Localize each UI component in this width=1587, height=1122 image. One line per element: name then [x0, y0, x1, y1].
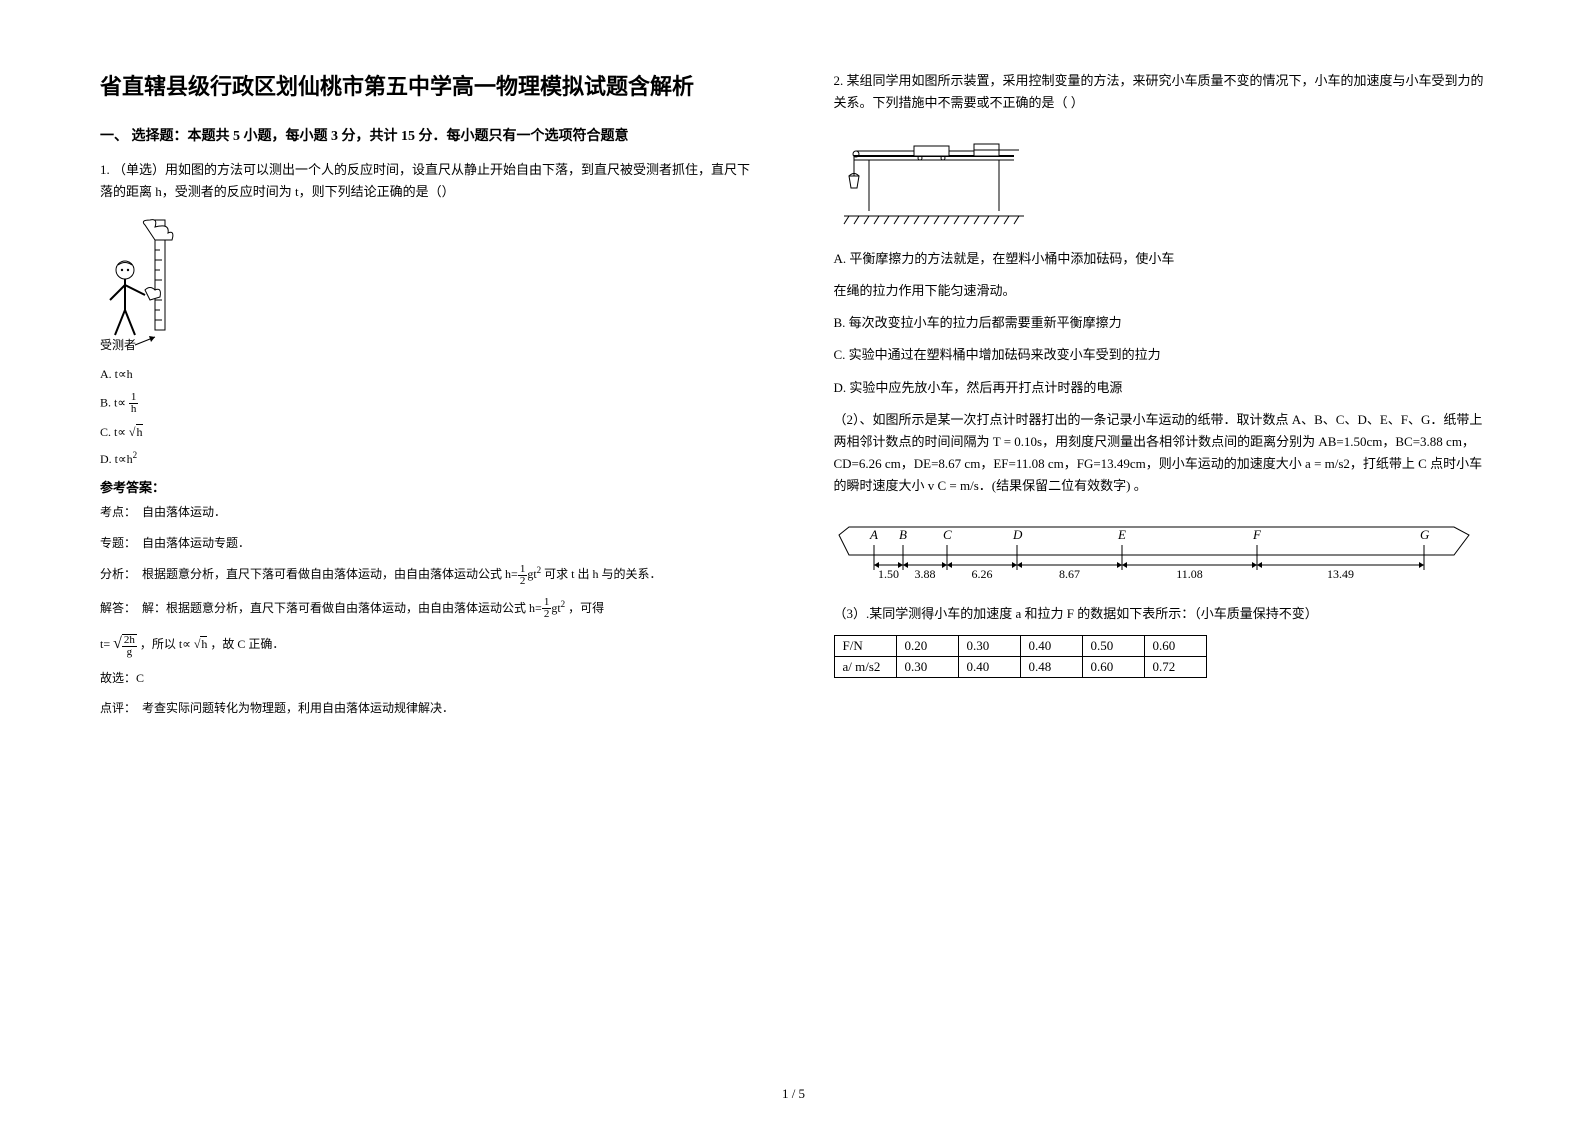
- svg-text:3.88: 3.88: [914, 567, 935, 581]
- data-table: F/N 0.20 0.30 0.40 0.50 0.60 a/ m/s2 0.3…: [834, 635, 1207, 678]
- svg-text:C: C: [943, 527, 952, 542]
- svg-text:13.49: 13.49: [1327, 567, 1354, 581]
- table-cell: 0.30: [958, 636, 1020, 657]
- table-cell: 0.60: [1144, 636, 1206, 657]
- q2-part2: （2）、如图所示是某一次打点计时器打出的一条记录小车运动的纸带．取计数点 A、B…: [834, 409, 1488, 497]
- ans-jieda: 解答： 解：根据题意分析，直尺下落可看做自由落体运动，由自由落体运动公式 h=1…: [100, 597, 754, 621]
- ans-zhuanti: 专题： 自由落体运动专题．: [100, 533, 754, 553]
- q2-apparatus: [834, 126, 1034, 236]
- q2-optD: D. 实验中应先放小车，然后再开打点计时器的电源: [834, 377, 1488, 399]
- tape-diagram: A B C D E F G 1.50 3.88 6.26 8.67 11.08 13.49: [834, 515, 1474, 585]
- svg-text:8.67: 8.67: [1059, 567, 1080, 581]
- svg-text:6.26: 6.26: [971, 567, 992, 581]
- svg-text:B: B: [899, 527, 907, 542]
- svg-text:A: A: [869, 527, 878, 542]
- ans-fenxi: 分析： 根据题意分析，直尺下落可看做自由落体运动，由自由落体运动公式 h=12g…: [100, 563, 754, 587]
- svg-text:G: G: [1420, 527, 1430, 542]
- q2-optA2: 在绳的拉力作用下能匀速滑动。: [834, 280, 1488, 302]
- table-cell: 0.60: [1082, 657, 1144, 678]
- table-cell: 0.48: [1020, 657, 1082, 678]
- table-cell: 0.40: [1020, 636, 1082, 657]
- q2-part3: （3）.某同学测得小车的加速度 a 和拉力 F 的数据如下表所示：（小车质量保持…: [834, 603, 1488, 625]
- table-cell: 0.50: [1082, 636, 1144, 657]
- q1-stem: 1. （单选）用如图的方法可以测出一个人的反应时间，设直尺从静止开始自由下落，到…: [100, 159, 754, 203]
- svg-text:F: F: [1252, 527, 1262, 542]
- q2-optC: C. 实验中通过在塑料桶中增加砝码来改变小车受到的拉力: [834, 344, 1488, 366]
- ans-dianping: 点评： 考查实际问题转化为物理题，利用自由落体运动规律解决．: [100, 698, 754, 718]
- ans-kaodian: 考点： 自由落体运动．: [100, 502, 754, 522]
- q2-stem: 2. 某组同学用如图所示装置，采用控制变量的方法，来研究小车质量不变的情况下，小…: [834, 70, 1488, 114]
- table-cell: F/N: [834, 636, 896, 657]
- q1-optD: D. t∝h2: [100, 450, 754, 467]
- table-cell: 0.20: [896, 636, 958, 657]
- svg-text:1.50: 1.50: [878, 567, 899, 581]
- q1-figure: 受测者: [100, 215, 210, 355]
- q2-optA: A. 平衡摩擦力的方法就是，在塑料小桶中添加砝码，使小车: [834, 248, 1488, 270]
- table-cell: 0.72: [1144, 657, 1206, 678]
- answer-head: 参考答案：: [100, 477, 754, 496]
- table-cell: 0.40: [958, 657, 1020, 678]
- q1-optA: A. t∝h: [100, 367, 754, 382]
- q1-optC: C. t∝ √h: [100, 425, 754, 440]
- svg-text:D: D: [1012, 527, 1023, 542]
- q2-optB: B. 每次改变拉小车的拉力后都需要重新平衡摩擦力: [834, 312, 1488, 334]
- ans-final: 故选：C: [100, 668, 754, 688]
- svg-text:11.08: 11.08: [1176, 567, 1203, 581]
- table-cell: 0.30: [896, 657, 958, 678]
- doc-title: 省直辖县级行政区划仙桃市第五中学高一物理模拟试题含解析: [100, 70, 754, 103]
- table-cell: a/ m/s2: [834, 657, 896, 678]
- ans-jieda-line2: t= √2hg ，所以 t∝ √h ，故 C 正确．: [100, 630, 754, 657]
- q1-optB: B. t∝ 1h: [100, 392, 754, 415]
- q1-fig-label: 受测者: [100, 338, 136, 352]
- page-number: 1 / 5: [0, 1086, 1587, 1102]
- svg-text:E: E: [1117, 527, 1126, 542]
- section-head: 一、 选择题：本题共 5 小题，每小题 3 分，共计 15 分．每小题只有一个选…: [100, 125, 754, 145]
